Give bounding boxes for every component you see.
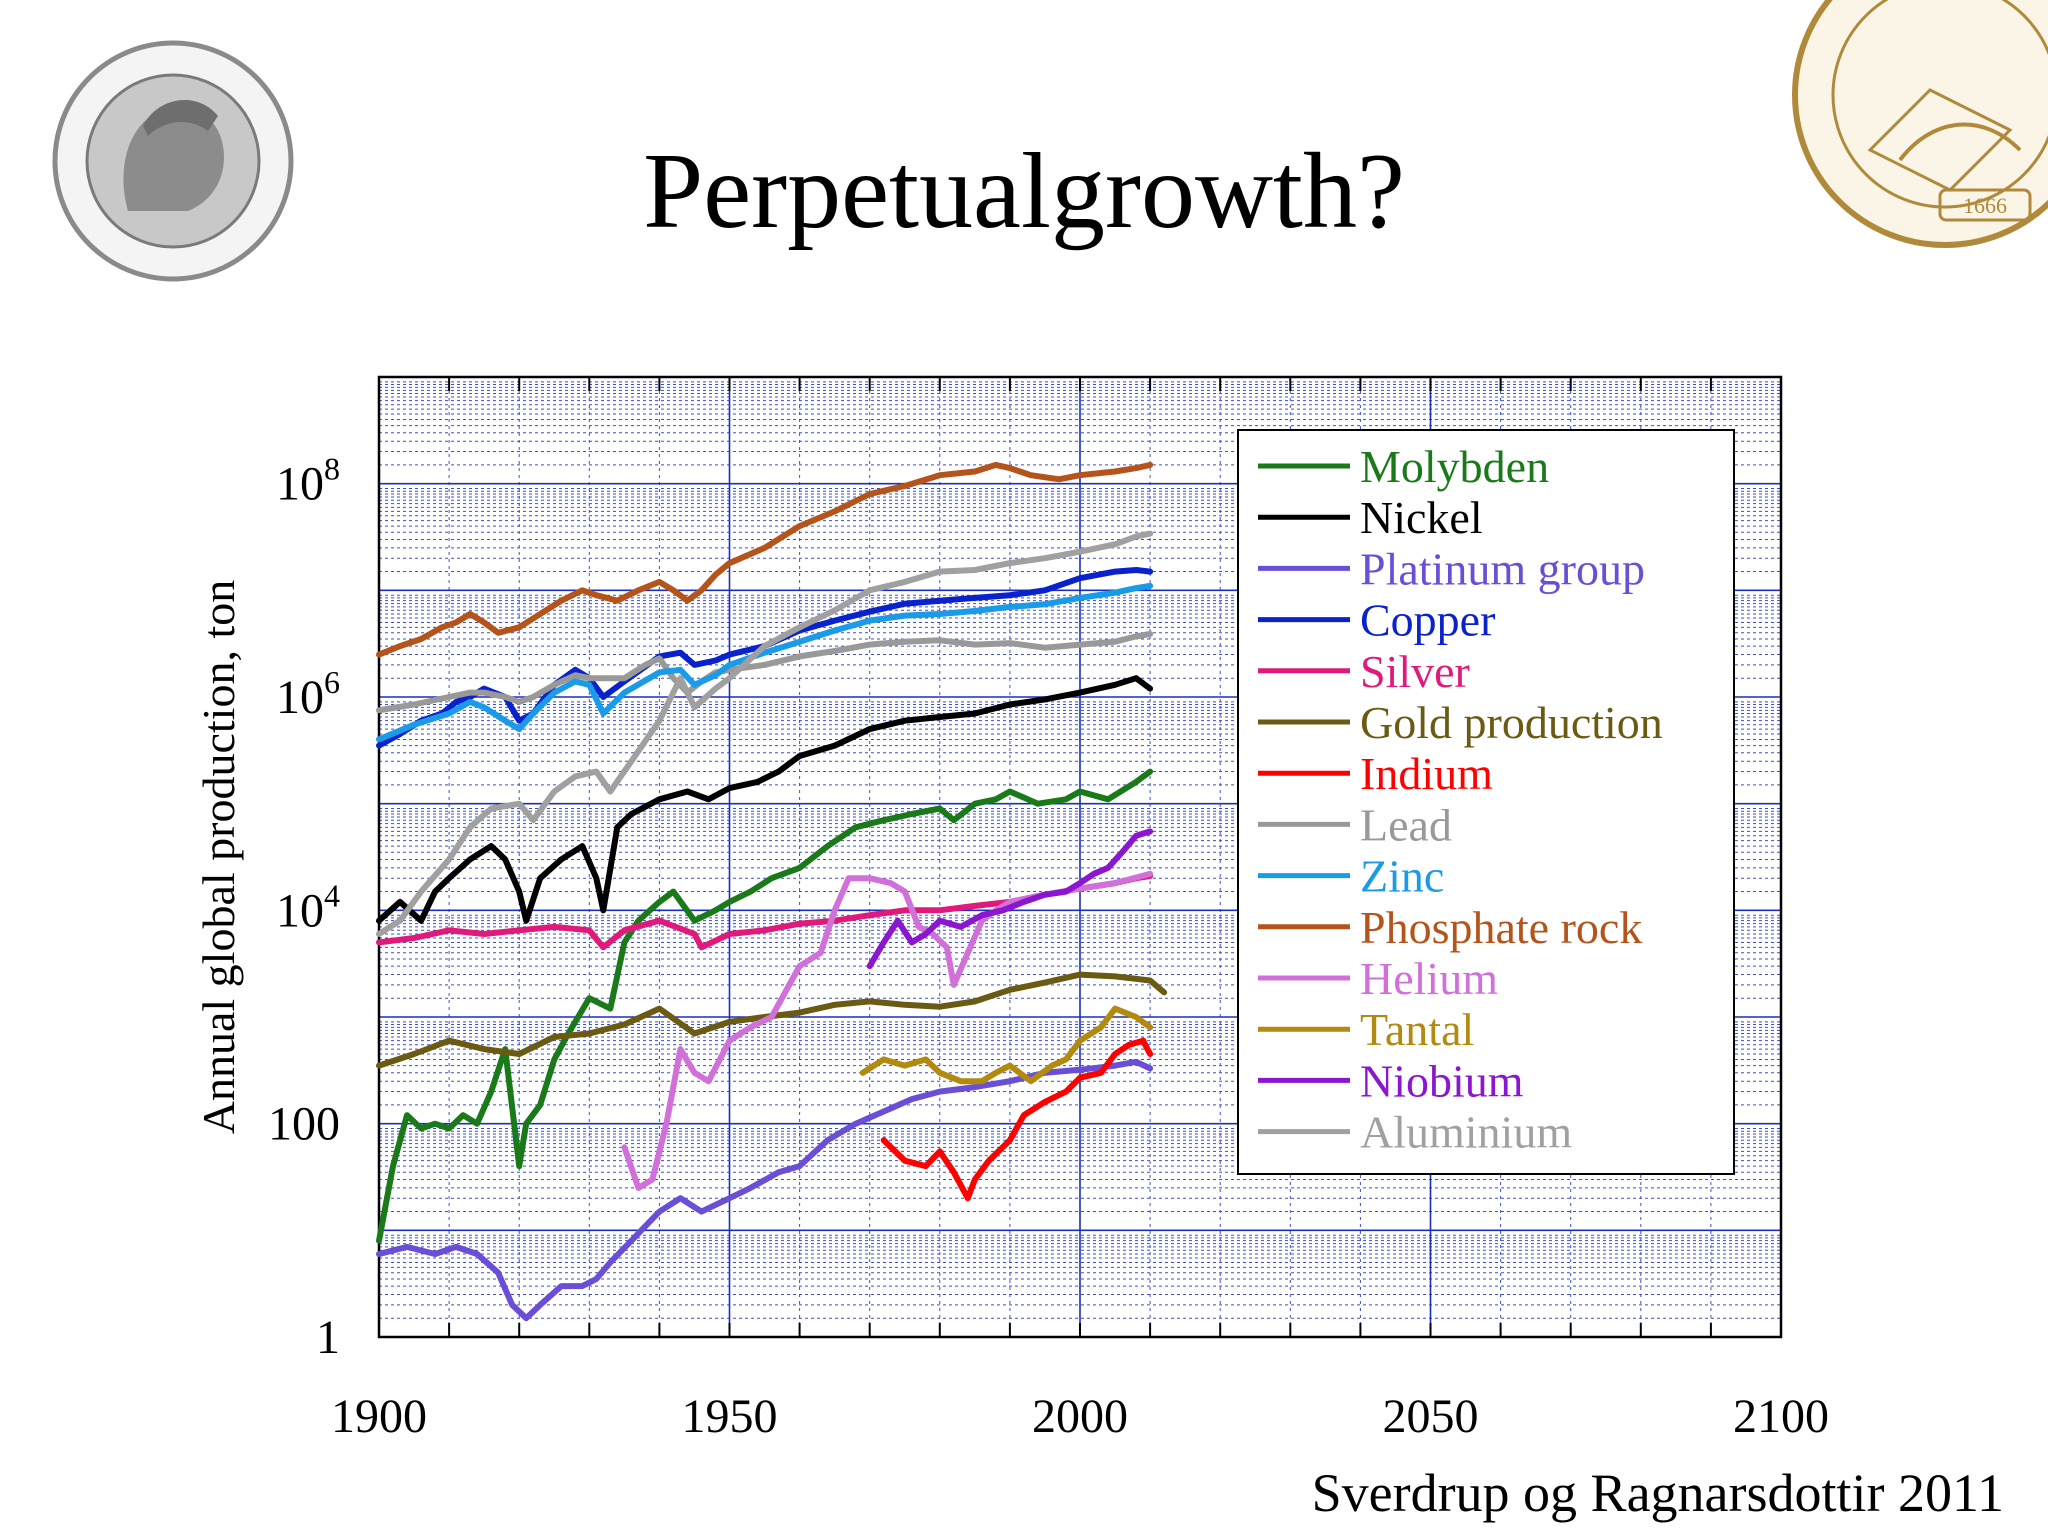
x-tick-label: 2050	[1383, 1390, 1479, 1443]
series-line-zinc	[376, 582, 1154, 743]
legend-label: Nickel	[1360, 492, 1483, 543]
axis-ticks	[378, 377, 1782, 1337]
minor-gridlines	[379, 377, 1781, 1337]
y-tick-label: 104	[276, 877, 340, 937]
slide-title: Perpetualgrowth?	[643, 132, 1405, 251]
legend-label: Platinum group	[1360, 543, 1645, 594]
citation: Sverdrup og Ragnarsdottir 2011	[1311, 1463, 2004, 1523]
y-tick-labels: 1 100 104 106 108	[268, 451, 340, 1364]
x-tick-label: 1950	[682, 1390, 778, 1443]
legend-label: Silver	[1360, 646, 1470, 697]
x-tick-label: 2100	[1733, 1390, 1829, 1443]
series-line-tantal	[859, 1005, 1154, 1085]
series-line-nickel	[376, 675, 1154, 924]
legend-label: Niobium	[1360, 1055, 1524, 1106]
series-line-molybden	[376, 768, 1154, 1244]
legend-label: Phosphate rock	[1360, 902, 1642, 953]
legend-label: Gold production	[1360, 697, 1663, 748]
series-line-copper	[376, 567, 1154, 749]
series-line-gold-production	[376, 971, 1168, 1069]
y-tick-label: 1	[316, 1311, 340, 1364]
legend-label: Zinc	[1360, 851, 1444, 902]
series-line-platinum-group	[376, 1058, 1154, 1322]
legend-label: Helium	[1360, 953, 1498, 1004]
legend-box	[1237, 429, 1735, 1175]
legend-label: Indium	[1360, 748, 1493, 799]
series-line-phosphate-rock	[376, 461, 1154, 658]
x-tick-label: 2000	[1032, 1390, 1128, 1443]
university-of-iceland-seal	[48, 36, 298, 286]
x-tick-label: 1900	[331, 1390, 427, 1443]
y-tick-label: 108	[276, 451, 340, 511]
legend-label: Molybden	[1360, 441, 1549, 492]
series-line-aluminium	[376, 530, 1154, 937]
series-line-helium	[621, 870, 1154, 1191]
y-axis-label: Annual global production, ton	[193, 580, 244, 1134]
series-line-indium	[880, 1037, 1154, 1202]
y-tick-label: 100	[268, 1098, 340, 1151]
y-tick-label: 106	[276, 664, 340, 724]
svg-text:1666: 1666	[1963, 193, 2007, 218]
legend-label: Lead	[1360, 799, 1452, 850]
legend-label: Aluminium	[1360, 1107, 1572, 1158]
x-tick-labels: 1900 1950 2000 2050 2100	[331, 1390, 1829, 1443]
legend-label: Tantal	[1360, 1004, 1474, 1055]
series-line-silver	[376, 873, 1154, 951]
lund-university-seal: 1666	[1780, 0, 2048, 260]
series-line-niobium	[866, 828, 1154, 970]
series-lines	[376, 461, 1168, 1322]
legend-label: Copper	[1360, 595, 1495, 646]
